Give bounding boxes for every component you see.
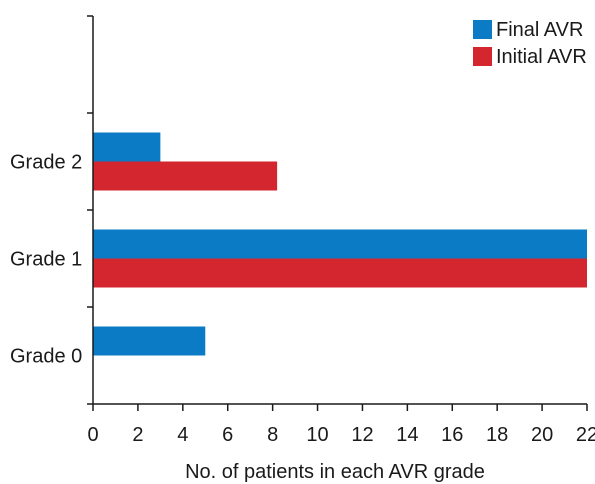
bars-layer xyxy=(93,132,587,356)
x-axis-title: No. of patients in each AVR grade xyxy=(185,461,485,483)
legend-label: Initial AVR xyxy=(496,46,587,68)
bar-initial-avr xyxy=(93,161,278,191)
category-label: Grade 0 xyxy=(10,346,82,368)
x-tick-label: 10 xyxy=(306,424,328,446)
labels-layer: 0 2 4 6 8 10 12 14 16 18 20 22 Grade 2 Grade 1 Grade 0 xyxy=(10,152,595,447)
x-tick-label: 6 xyxy=(222,424,233,446)
bar-final-avr xyxy=(93,229,587,259)
x-tick-label: 18 xyxy=(486,424,508,446)
x-tick-label: 8 xyxy=(267,424,278,446)
x-tick-label: 2 xyxy=(132,424,143,446)
bar-final-avr xyxy=(93,132,161,162)
bar-initial-avr xyxy=(93,258,587,288)
x-tick-label: 16 xyxy=(441,424,463,446)
x-tick-label: 14 xyxy=(396,424,418,446)
legend-swatch xyxy=(473,47,492,66)
x-tick-label: 12 xyxy=(351,424,373,446)
ticks-layer xyxy=(87,15,588,411)
category-label: Grade 2 xyxy=(10,152,82,174)
x-tick-label: 22 xyxy=(576,424,595,446)
x-tick-label: 0 xyxy=(87,424,98,446)
x-tick-label: 20 xyxy=(531,424,553,446)
x-tick-label: 4 xyxy=(177,424,188,446)
bar-final-avr xyxy=(93,326,206,356)
legend-label: Final AVR xyxy=(496,19,583,41)
legend: Final AVR Initial AVR xyxy=(473,19,587,68)
category-label: Grade 1 xyxy=(10,249,82,271)
legend-swatch xyxy=(473,20,492,39)
